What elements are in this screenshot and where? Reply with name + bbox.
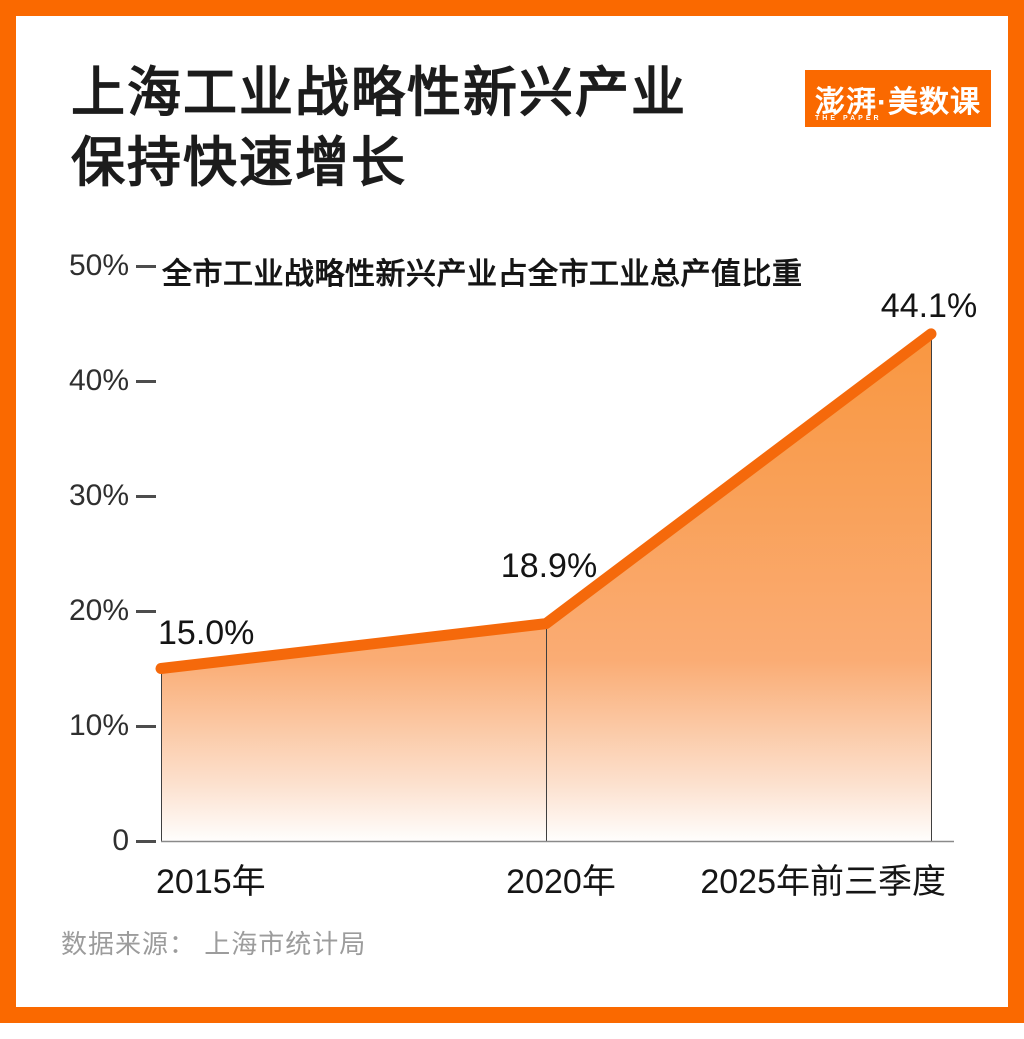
x-label-2015: 2015年	[156, 863, 266, 901]
title-line-1: 上海工业战略性新兴产业	[71, 63, 687, 123]
area-fill	[161, 333, 931, 841]
data-label-2015: 15.0%	[158, 614, 255, 652]
y-tick-40: 40%	[56, 366, 156, 396]
title-line-2: 保持快速增长	[71, 133, 407, 193]
logo-subtext: THE PAPER	[815, 115, 882, 122]
y-tick-label: 10%	[68, 709, 129, 742]
tick-dash	[136, 264, 156, 268]
data-label-2020: 18.9%	[500, 547, 598, 585]
x-label-2020: 2020年	[506, 863, 616, 901]
thepaper-logo: 澎湃·美数课 THE PAPER	[805, 70, 991, 127]
tick-dash	[136, 494, 156, 498]
y-tick-10: 10%	[56, 711, 156, 741]
y-tick-0: 0	[56, 826, 156, 856]
y-tick-50: 50%	[56, 251, 156, 281]
y-tick-label: 50%	[68, 249, 129, 282]
y-tick-label: 40%	[68, 364, 129, 397]
data-label-2025: 44.1%	[880, 287, 978, 325]
y-tick-label: 0	[112, 824, 129, 857]
page-title: 上海工业战略性新兴产业 保持快速增长	[71, 58, 687, 198]
y-tick-label: 20%	[68, 594, 129, 627]
x-label-2025: 2025年前三季度	[700, 863, 946, 901]
tick-dash	[136, 724, 156, 728]
area-chart	[155, 328, 954, 843]
tick-dash	[136, 609, 156, 613]
logo-text: 澎湃·美数课	[815, 85, 981, 119]
y-tick-30: 30%	[56, 481, 156, 511]
y-tick-20: 20%	[56, 596, 156, 626]
chart-subtitle: 全市工业战略性新兴产业占全市工业总产值比重	[162, 258, 803, 291]
tick-dash	[136, 839, 156, 843]
trend-line	[155, 328, 937, 674]
data-source: 数据来源： 上海市统计局	[61, 929, 367, 959]
y-tick-label: 30%	[68, 479, 129, 512]
tick-dash	[136, 379, 156, 383]
